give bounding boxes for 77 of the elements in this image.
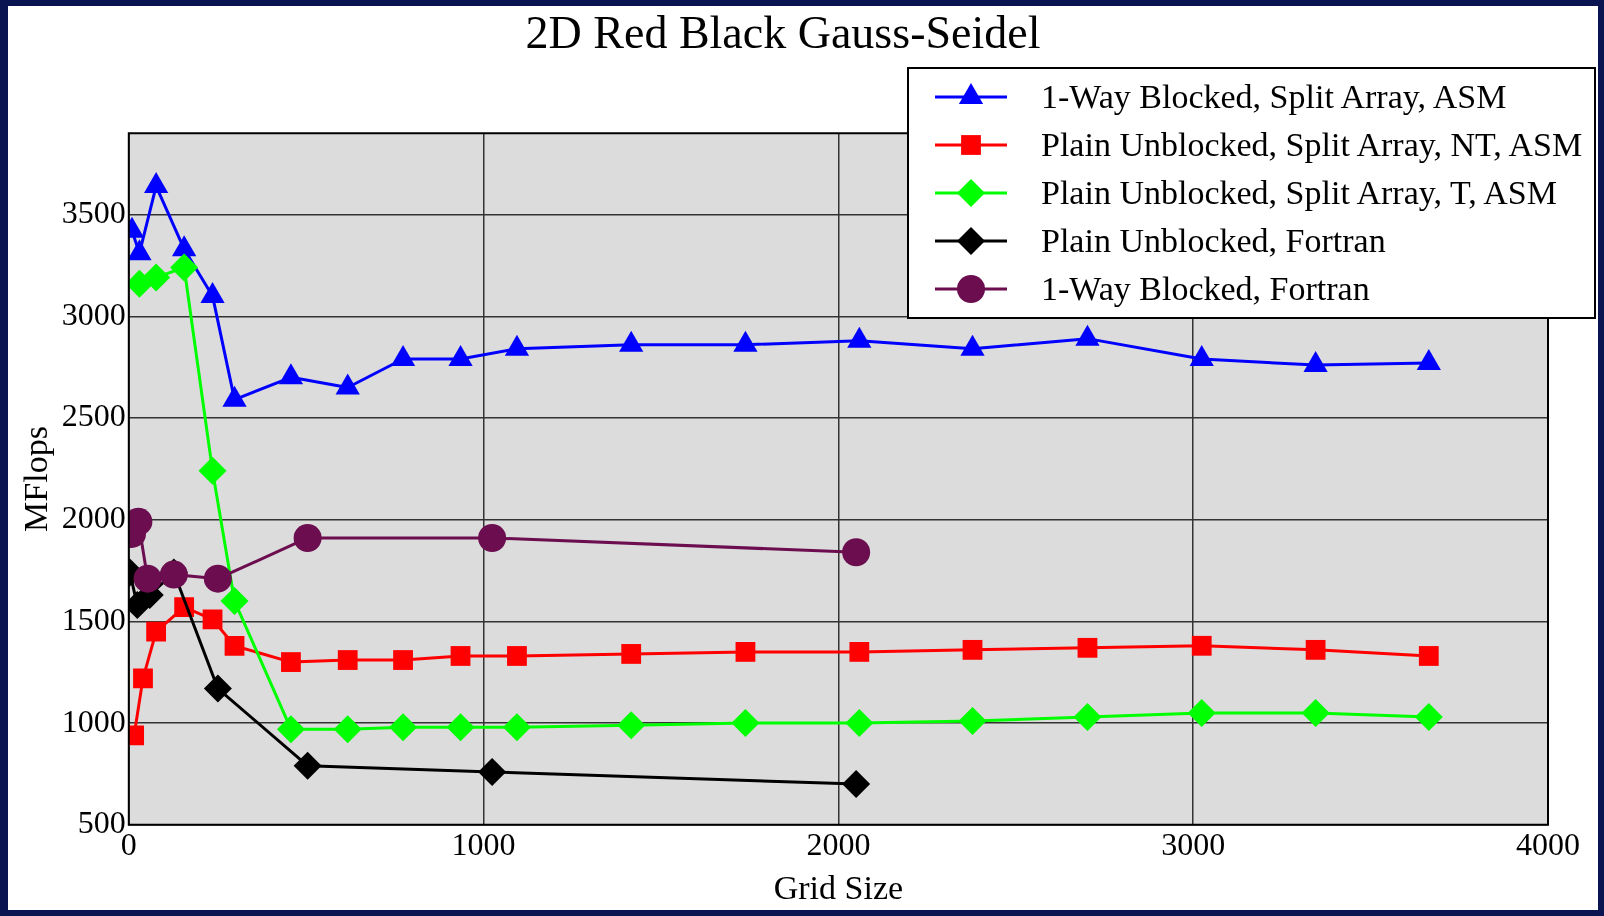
point <box>133 668 153 689</box>
point <box>172 235 197 257</box>
legend-label: Plain Unblocked, Split Array, NT, ASM <box>1041 126 1583 165</box>
y-tick-label: 1000 <box>61 702 126 739</box>
x-tick-label: 3000 <box>1161 826 1226 863</box>
point <box>731 709 760 738</box>
point <box>393 650 413 670</box>
point <box>502 713 531 742</box>
point <box>1305 639 1326 660</box>
point <box>1075 324 1100 346</box>
point <box>735 642 756 662</box>
chart-title: 2D Red Black Gauss-Seidel <box>525 6 1041 58</box>
point <box>619 330 644 352</box>
point <box>1301 698 1330 727</box>
point <box>450 646 471 666</box>
point <box>847 326 872 348</box>
y-tick-label: 3500 <box>61 193 126 230</box>
point <box>621 644 642 664</box>
point <box>842 538 871 567</box>
point <box>220 587 249 616</box>
point <box>446 713 475 742</box>
legend-label: Plain Unblocked, Fortran <box>1041 222 1386 261</box>
point <box>962 639 983 660</box>
point <box>337 650 358 670</box>
point <box>845 709 874 738</box>
point <box>333 715 362 744</box>
x-tick-label: 4000 <box>1516 826 1580 863</box>
y-tick-label: 2000 <box>61 499 126 536</box>
point <box>1187 698 1216 727</box>
point <box>733 330 758 352</box>
x-tick-label: 2000 <box>806 826 871 863</box>
point <box>198 456 227 485</box>
point <box>202 609 223 630</box>
point <box>281 652 301 672</box>
y-tick-label: 2500 <box>61 397 126 434</box>
point <box>390 344 416 366</box>
point <box>504 334 530 356</box>
point <box>200 281 225 303</box>
y-tick-label: 3000 <box>61 295 126 332</box>
point <box>146 621 167 642</box>
point <box>133 564 162 593</box>
point <box>276 715 305 744</box>
point <box>1418 646 1439 666</box>
point <box>1077 637 1098 658</box>
point <box>958 707 987 736</box>
point <box>617 711 646 740</box>
point <box>478 523 507 552</box>
point <box>849 642 870 662</box>
point <box>1191 635 1212 656</box>
point <box>128 239 152 261</box>
point <box>448 344 473 366</box>
point <box>335 373 360 395</box>
point <box>1189 344 1214 366</box>
point <box>842 770 871 799</box>
point <box>293 751 322 780</box>
legend-label: 1-Way Blocked, Split Array, ASM <box>1041 78 1507 117</box>
x-axis-title: Grid Size <box>773 868 904 906</box>
point <box>507 646 527 666</box>
point <box>293 523 322 552</box>
legend-label: Plain Unblocked, Split Array, T, ASM <box>1041 174 1557 213</box>
point <box>203 674 232 703</box>
point <box>1303 351 1328 373</box>
point <box>222 385 247 407</box>
point <box>478 757 507 786</box>
point <box>144 172 169 194</box>
x-tick-label: 1000 <box>451 826 516 863</box>
y-axis-title: MFlops <box>17 426 55 532</box>
point <box>278 363 304 385</box>
y-tick-label: 1500 <box>61 600 126 637</box>
point <box>203 564 232 593</box>
point <box>1073 702 1102 731</box>
point <box>389 713 418 742</box>
point <box>960 334 985 356</box>
point <box>1416 349 1441 371</box>
point <box>1414 702 1443 731</box>
legend-label: 1-Way Blocked, Fortran <box>1041 270 1370 309</box>
point <box>224 635 245 656</box>
